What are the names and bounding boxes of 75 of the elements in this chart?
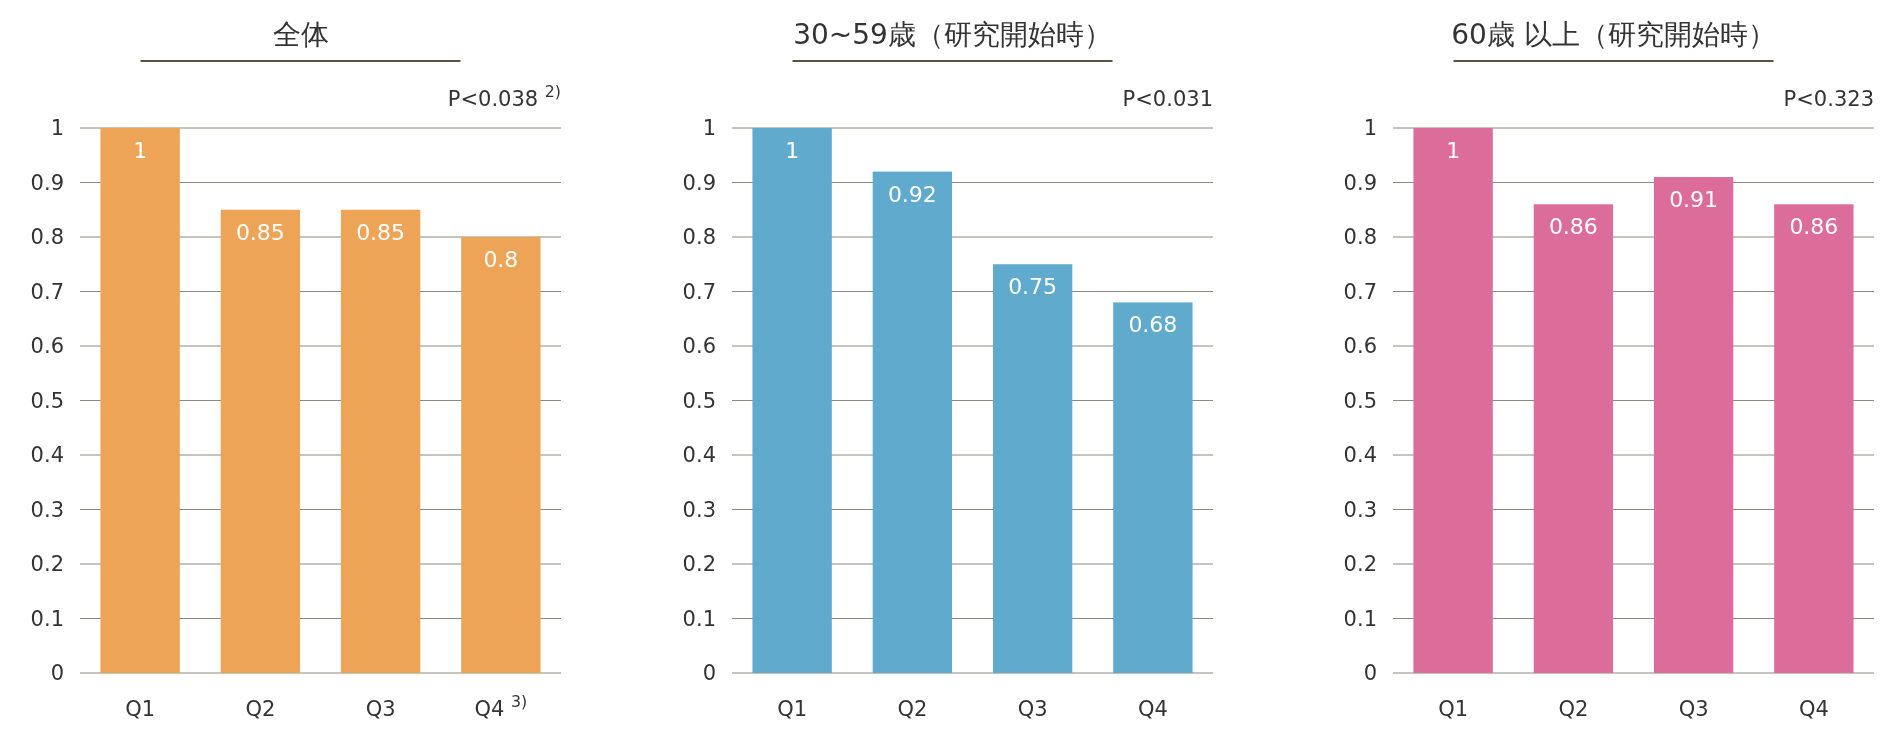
data-label: 0.75 (1008, 274, 1058, 300)
y-tick-label: 0.9 (1343, 170, 1377, 195)
bar (1774, 204, 1854, 673)
y-tick-label: 0.1 (682, 606, 716, 631)
x-tick-label: Q1 (777, 697, 808, 721)
y-tick-label: 0.7 (30, 279, 64, 304)
y-tick-label: 0 (702, 661, 716, 685)
y-tick-label: 0.9 (30, 170, 64, 195)
data-label: 0.91 (1669, 187, 1719, 213)
y-tick-label: 0.6 (30, 334, 64, 358)
y-tick-label: 0.5 (1343, 388, 1377, 413)
y-tick-label: 0.3 (682, 497, 716, 522)
bar (1113, 302, 1193, 673)
bar (872, 171, 953, 673)
chart-title: 30~59歳（研究開始時） (793, 18, 1112, 51)
x-tick-label: Q2 (897, 697, 928, 721)
data-label: 0.68 (1128, 312, 1178, 338)
x-tick-label: Q4 (1798, 697, 1829, 721)
x-tick-label: Q2 (1558, 697, 1589, 721)
chart-title: 全体 (272, 18, 329, 51)
text: P<0.323 (1783, 87, 1874, 111)
y-tick-label: 0 (50, 661, 64, 685)
bar (752, 128, 832, 673)
bar (100, 128, 180, 673)
y-tick-label: 0.5 (30, 388, 64, 413)
x-tick-label: Q3 (1678, 697, 1709, 721)
data-label: 0.8 (483, 247, 519, 272)
y-tick-label: 0.5 (682, 388, 716, 413)
y-tick-label: 0.8 (682, 225, 716, 249)
x-tick-label: Q1 (125, 697, 156, 721)
x-tick-label: Q3 (1017, 697, 1048, 721)
y-tick-label: 0.1 (30, 606, 64, 631)
y-tick-label: 0.7 (1343, 279, 1377, 304)
data-label: 0.86 (1548, 214, 1598, 240)
data-label: 0.92 (887, 181, 937, 207)
y-tick-label: 0 (1363, 661, 1377, 685)
y-tick-label: 0.2 (30, 552, 64, 576)
y-tick-label: 0.4 (682, 443, 716, 467)
y-tick-label: 0.8 (30, 225, 64, 249)
y-tick-label: 0.2 (1343, 552, 1377, 576)
data-label: 0.85 (356, 219, 406, 245)
y-tick-label: 0.2 (682, 552, 716, 576)
data-label: 1 (1446, 138, 1461, 163)
y-tick-label: 0.1 (1343, 606, 1377, 631)
y-tick-label: 0.7 (682, 279, 716, 304)
text: P<0.038 $^{2)}$ (447, 81, 561, 111)
data-label: 1 (133, 138, 148, 163)
y-tick-label: 0.4 (30, 443, 64, 467)
x-tick-label: Q1 (1438, 697, 1469, 721)
bar (1413, 128, 1493, 673)
y-tick-label: 0.8 (1343, 225, 1377, 249)
x-tick-label: Q4 $^{3)}$ (474, 691, 528, 721)
data-label: 1 (785, 138, 800, 163)
x-tick-label: Q4 (1137, 697, 1168, 721)
y-tick-label: 1 (1363, 116, 1377, 140)
x-tick-label: Q2 (245, 697, 276, 721)
data-label: 0.85 (235, 219, 285, 245)
bar (340, 209, 421, 673)
bar (1533, 204, 1614, 673)
bar (1653, 177, 1734, 673)
y-tick-label: 1 (50, 116, 64, 140)
y-tick-label: 0.3 (30, 497, 64, 522)
y-tick-label: 0.9 (682, 170, 716, 195)
data-label: 0.86 (1789, 214, 1839, 240)
y-tick-label: 0.4 (1343, 443, 1377, 467)
y-tick-label: 1 (702, 116, 716, 140)
y-tick-label: 0.6 (682, 334, 716, 358)
y-tick-label: 0.3 (1343, 497, 1377, 522)
bar (461, 237, 541, 673)
text: P<0.031 (1122, 87, 1213, 111)
chart-title: 60歳 以上（研究開始時） (1451, 18, 1776, 51)
x-tick-label: Q3 (365, 697, 396, 721)
y-tick-label: 0.6 (1343, 334, 1377, 358)
bar (992, 264, 1073, 673)
bar (220, 209, 301, 673)
